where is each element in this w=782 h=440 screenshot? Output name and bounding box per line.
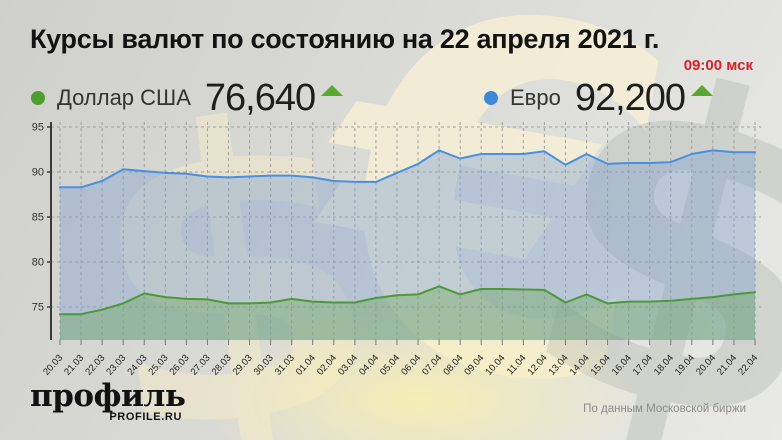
x-tick-label: 20.04: [694, 353, 718, 378]
x-tick-label: 17.04: [631, 353, 655, 378]
usd-value: 76,640: [204, 76, 316, 119]
y-tick-label: 90: [32, 167, 44, 179]
x-tick-label: 24.03: [125, 353, 149, 378]
x-tick-label: 14.04: [568, 353, 592, 378]
y-tick-label: 80: [32, 257, 44, 269]
x-tick-label: 02.04: [315, 353, 339, 378]
x-tick-label: 16.04: [610, 353, 634, 378]
x-tick-label: 13.04: [547, 353, 571, 378]
x-tick-label: 28.03: [210, 353, 234, 378]
x-tick-label: 12.04: [526, 353, 550, 378]
x-tick-label: 27.03: [189, 353, 213, 378]
currency-chart: 20.03 21.03 22.03 23.03 24.03 25.03 26.03 27.03…: [26, 118, 766, 383]
x-tick-label: 21.04: [715, 353, 739, 378]
x-tick-label: 01.04: [294, 353, 318, 378]
page-title: Курсы валют по состоянию на 22 апреля 20…: [30, 24, 660, 54]
series-area: [60, 150, 755, 340]
x-tick-label: 26.03: [168, 353, 192, 378]
usd-trend-up-icon: [321, 84, 344, 96]
eur-dot-icon: [484, 91, 498, 105]
x-tick-label: 25.03: [146, 353, 170, 378]
x-tick-label: 29.03: [231, 353, 255, 378]
x-tick-label: 07.04: [420, 353, 444, 378]
x-tick-label: 04.04: [357, 353, 381, 378]
x-tick-label: 09.04: [462, 353, 486, 378]
profil-logo: профиль PROFILE.RU: [30, 378, 186, 424]
x-tick-label: 18.04: [652, 353, 676, 378]
eur-trend-up-icon: [691, 84, 714, 96]
eur-value: 92,200: [574, 76, 686, 119]
x-tick-label: 03.04: [336, 353, 360, 378]
time-note: 09:00 мск: [683, 57, 753, 74]
x-tick-label: 20.03: [41, 353, 65, 378]
x-tick-label: 10.04: [483, 353, 507, 378]
profil-logo-subtext: PROFILE.RU: [109, 411, 182, 423]
x-tick-label: 21.03: [62, 353, 86, 378]
profil-logo-text: профиль: [30, 378, 186, 414]
y-tick-label: 85: [32, 212, 44, 224]
x-tick-label: 22.03: [83, 353, 107, 378]
x-tick-label: 08.04: [441, 353, 465, 378]
legend-usd: Доллар США 76,640: [31, 76, 344, 120]
x-tick-label: 05.04: [378, 353, 402, 378]
x-tick-label: 15.04: [589, 353, 613, 378]
x-tick-label: 30.03: [252, 353, 276, 378]
x-tick-label: 23.03: [104, 353, 128, 378]
x-tick-label: 22.04: [736, 353, 760, 378]
usd-label: Доллар США: [57, 85, 191, 110]
x-tick-label: 06.04: [399, 353, 423, 378]
x-tick-label: 11.04: [505, 353, 529, 378]
currency-chart-svg: 20.0321.0322.0323.0324.0325.0326.0327.03…: [32, 122, 761, 378]
y-tick-label: 95: [32, 122, 44, 134]
usd-dot-icon: [31, 91, 45, 105]
legend-eur: Евро 92,200: [484, 76, 714, 120]
series-line: [59, 149, 756, 189]
y-tick-label: 75: [32, 302, 44, 314]
eur-label: Евро: [510, 85, 561, 110]
x-tick-label: 19.04: [673, 353, 697, 378]
data-source-note: По данным Московской биржи: [583, 403, 746, 415]
x-tick-label: 31.03: [273, 353, 297, 378]
